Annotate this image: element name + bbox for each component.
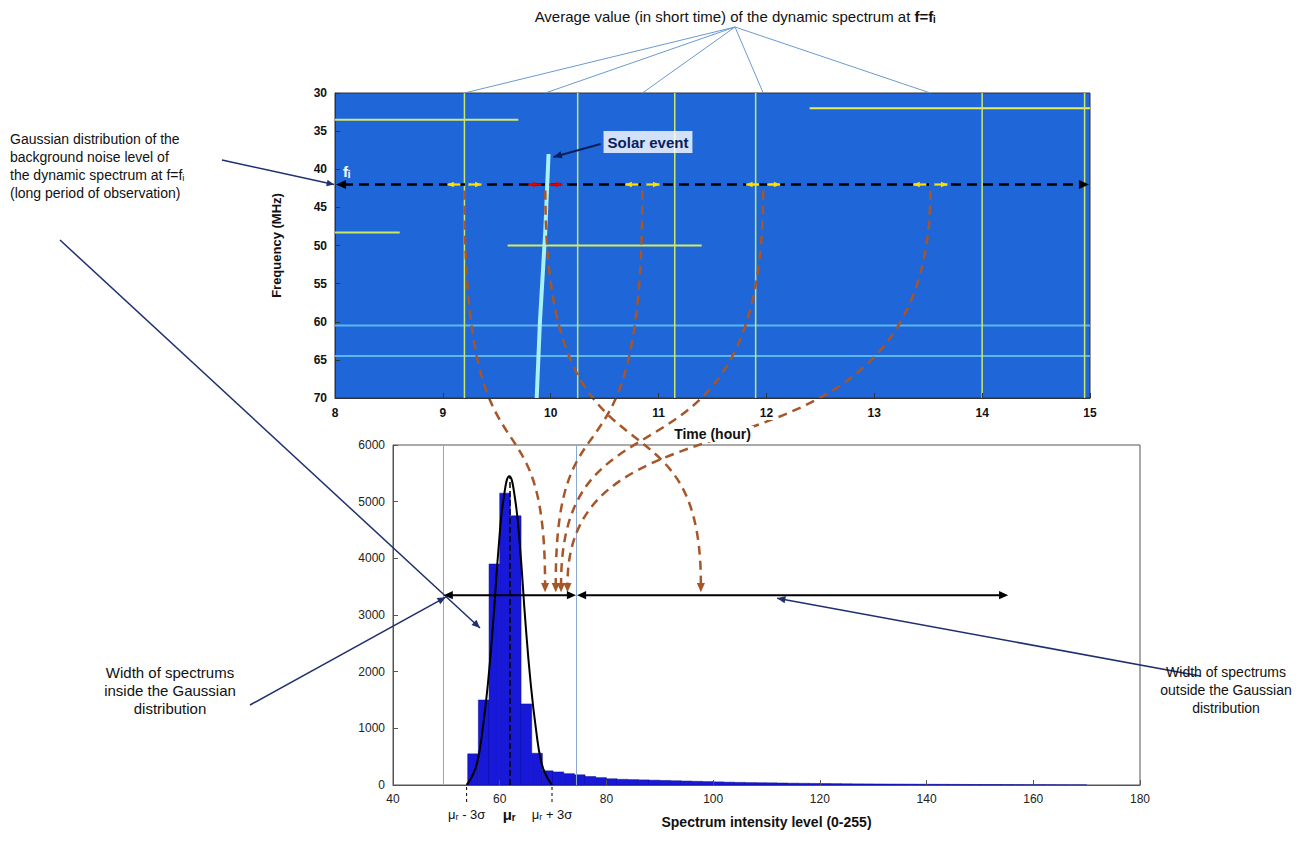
svg-text:Gaussian distribution of the: Gaussian distribution of the [10, 131, 180, 147]
svg-text:60: 60 [493, 792, 507, 806]
svg-text:45: 45 [314, 200, 328, 214]
svg-text:14: 14 [975, 406, 989, 420]
svg-text:5000: 5000 [358, 495, 385, 509]
svg-text:100: 100 [703, 792, 723, 806]
svg-text:65: 65 [314, 353, 328, 367]
svg-text:10: 10 [544, 406, 558, 420]
svg-text:μᵣ + 3σ: μᵣ + 3σ [532, 807, 573, 822]
svg-text:55: 55 [314, 277, 328, 291]
svg-text:0: 0 [378, 778, 385, 792]
svg-text:15: 15 [1083, 406, 1097, 420]
svg-text:50: 50 [314, 239, 328, 253]
svg-text:background noise level of: background noise level of [10, 149, 169, 165]
svg-text:Time (hour): Time (hour) [674, 426, 751, 442]
svg-text:inside the Gaussian: inside the Gaussian [104, 682, 236, 699]
svg-text:180: 180 [1130, 792, 1150, 806]
svg-text:35: 35 [314, 124, 328, 138]
svg-text:the dynamic spectrum at f=fᵢ: the dynamic spectrum at f=fᵢ [10, 167, 185, 183]
svg-text:Spectrum intensity level (0-25: Spectrum intensity level (0-255) [661, 814, 871, 830]
svg-text:Solar event: Solar event [608, 134, 689, 151]
svg-text:Width of spectrums: Width of spectrums [106, 664, 234, 681]
svg-text:9: 9 [440, 406, 447, 420]
svg-text:70: 70 [314, 391, 328, 405]
svg-text:160: 160 [1023, 792, 1043, 806]
svg-text:1000: 1000 [358, 721, 385, 735]
svg-text:f=fᵢ: f=fᵢ [915, 8, 936, 25]
svg-text:40: 40 [314, 162, 328, 176]
svg-text:11: 11 [652, 406, 665, 420]
svg-text:4000: 4000 [358, 551, 385, 565]
svg-text:distribution: distribution [1192, 700, 1260, 716]
svg-text:Frequency (MHz): Frequency (MHz) [269, 193, 284, 298]
svg-text:8: 8 [332, 406, 339, 420]
svg-text:40: 40 [386, 792, 400, 806]
svg-text:(long period of observation): (long period of observation) [10, 185, 180, 201]
svg-text:140: 140 [917, 792, 937, 806]
svg-text:μᵣ: μᵣ [503, 806, 516, 823]
svg-text:80: 80 [600, 792, 614, 806]
svg-text:30: 30 [314, 86, 328, 100]
svg-text:outside the Gaussian: outside the Gaussian [1160, 682, 1292, 698]
svg-text:2000: 2000 [358, 665, 385, 679]
svg-text:6000: 6000 [358, 438, 385, 452]
svg-text:3000: 3000 [358, 608, 385, 622]
svg-text:12: 12 [760, 406, 774, 420]
svg-text:13: 13 [868, 406, 882, 420]
svg-text:μᵣ - 3σ: μᵣ - 3σ [448, 807, 485, 822]
svg-text:Average value (in short time): Average value (in short time) of the dyn… [535, 8, 915, 25]
svg-text:distribution: distribution [134, 700, 207, 717]
svg-text:Width of spectrums: Width of spectrums [1166, 664, 1286, 680]
svg-text:60: 60 [314, 315, 328, 329]
svg-text:fᵢ: fᵢ [343, 163, 350, 180]
svg-text:120: 120 [810, 792, 830, 806]
